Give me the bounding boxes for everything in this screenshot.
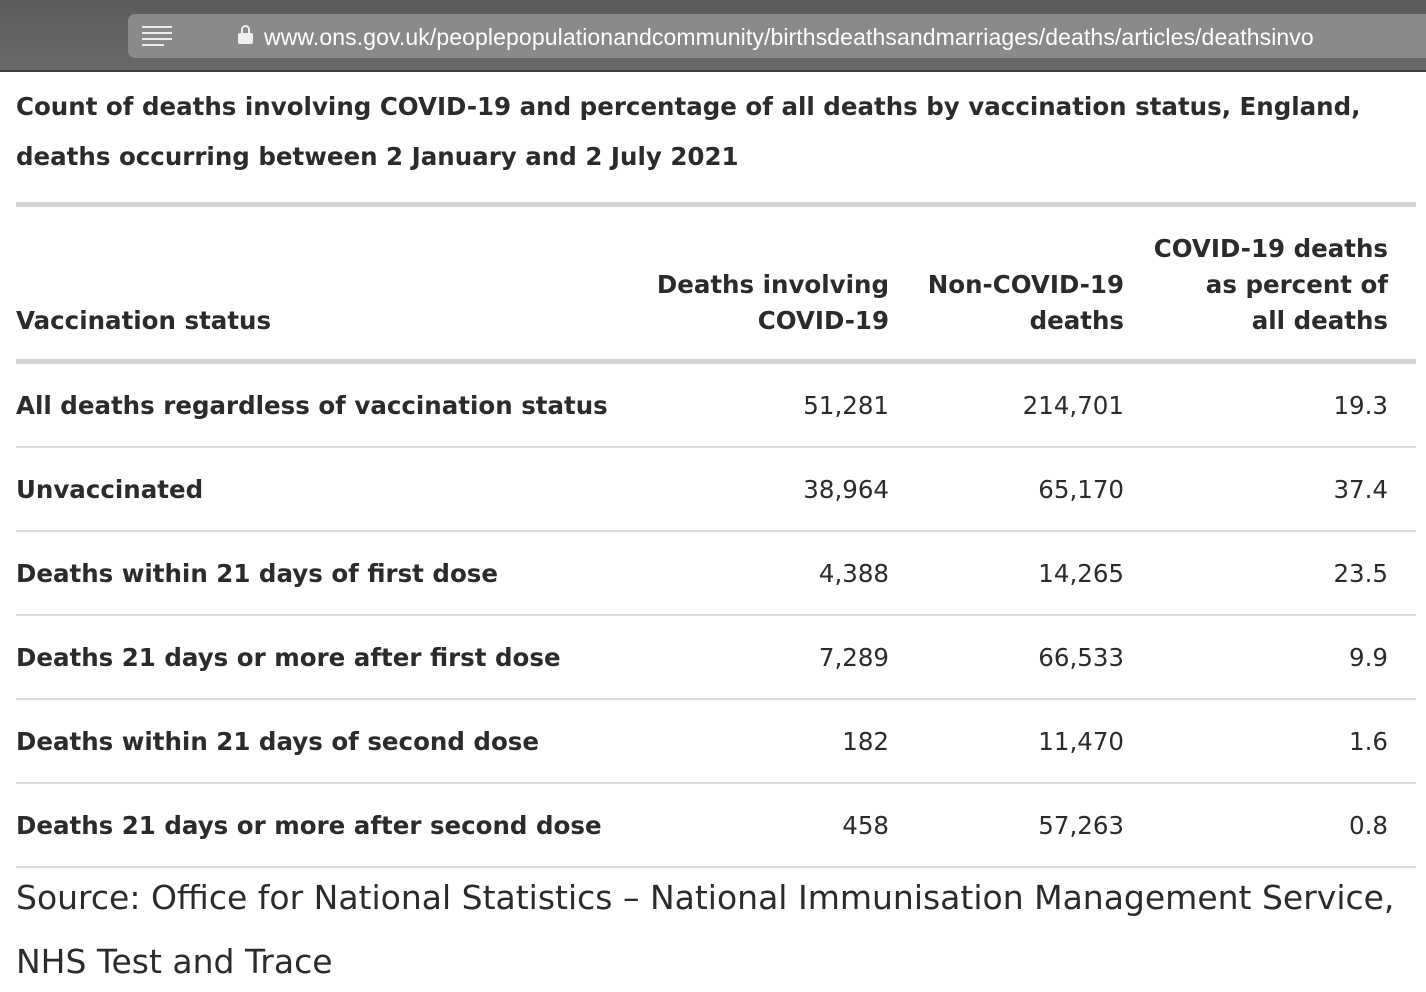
row-covid-deaths: 38,964 <box>636 447 889 532</box>
row-covid-deaths: 4,388 <box>636 531 889 616</box>
table-row: Deaths 21 days or more after second dose… <box>16 783 1416 868</box>
table-row: All deaths regardless of vaccination sta… <box>16 361 1416 448</box>
row-noncovid-deaths: 14,265 <box>889 531 1124 616</box>
row-noncovid-deaths: 65,170 <box>889 447 1124 532</box>
row-status: Deaths 21 days or more after first dose <box>16 615 636 700</box>
address-bar[interactable]: www.ons.gov.uk/peoplepopulationandcommun… <box>128 14 1426 58</box>
row-noncovid-deaths: 214,701 <box>889 361 1124 448</box>
table-row: Deaths within 21 days of first dose 4,38… <box>16 531 1416 616</box>
row-status: Unvaccinated <box>16 447 636 532</box>
row-covid-percent: 23.5 <box>1124 531 1416 616</box>
row-covid-percent: 19.3 <box>1124 361 1416 448</box>
row-status: Deaths within 21 days of second dose <box>16 699 636 784</box>
header-pct-line1: COVID-19 deaths <box>1153 234 1388 263</box>
lock-icon[interactable] <box>238 25 253 45</box>
row-noncovid-deaths: 66,533 <box>889 615 1124 700</box>
header-noncovid-line1: Non-COVID-19 <box>927 270 1124 299</box>
url-text[interactable]: www.ons.gov.uk/peoplepopulationandcommun… <box>264 24 1314 50</box>
header-noncovid-deaths: Non-COVID-19 deaths <box>889 204 1124 364</box>
header-noncovid-line2: deaths <box>1029 306 1124 335</box>
header-status-label: Vaccination status <box>16 306 272 335</box>
header-pct-line3: all deaths <box>1251 306 1388 335</box>
row-covid-deaths: 182 <box>636 699 889 784</box>
vaccination-deaths-table: Vaccination status Deaths involving COVI… <box>16 202 1416 868</box>
row-status: Deaths within 21 days of first dose <box>16 531 636 616</box>
row-status: Deaths 21 days or more after second dose <box>16 783 636 868</box>
table-row: Deaths within 21 days of second dose 182… <box>16 699 1416 784</box>
row-covid-percent: 37.4 <box>1124 447 1416 532</box>
header-covid-line2: COVID-19 <box>757 306 889 335</box>
browser-toolbar: www.ons.gov.uk/peoplepopulationandcommun… <box>0 0 1426 72</box>
header-covid-deaths: Deaths involving COVID-19 <box>636 204 889 364</box>
table-row: Unvaccinated 38,964 65,170 37.4 <box>16 447 1416 532</box>
row-covid-percent: 9.9 <box>1124 615 1416 700</box>
row-noncovid-deaths: 11,470 <box>889 699 1124 784</box>
row-status: All deaths regardless of vaccination sta… <box>16 361 636 448</box>
row-covid-percent: 1.6 <box>1124 699 1416 784</box>
header-covid-percent: COVID-19 deaths as percent of all deaths <box>1124 204 1416 364</box>
header-covid-line1: Deaths involving <box>656 270 889 299</box>
page-title: Count of deaths involving COVID-19 and p… <box>16 92 1361 171</box>
table-row: Deaths 21 days or more after first dose … <box>16 615 1416 700</box>
header-pct-line2: as percent of <box>1205 270 1388 299</box>
source-note: Source: Office for National Statistics –… <box>16 878 1395 981</box>
row-covid-deaths: 7,289 <box>636 615 889 700</box>
row-noncovid-deaths: 57,263 <box>889 783 1124 868</box>
row-covid-deaths: 458 <box>636 783 889 868</box>
header-vaccination-status: Vaccination status <box>16 204 636 364</box>
row-covid-percent: 0.8 <box>1124 783 1416 868</box>
table-header-row: Vaccination status Deaths involving COVI… <box>16 204 1416 364</box>
row-covid-deaths: 51,281 <box>636 361 889 448</box>
reader-view-icon[interactable] <box>142 26 172 46</box>
